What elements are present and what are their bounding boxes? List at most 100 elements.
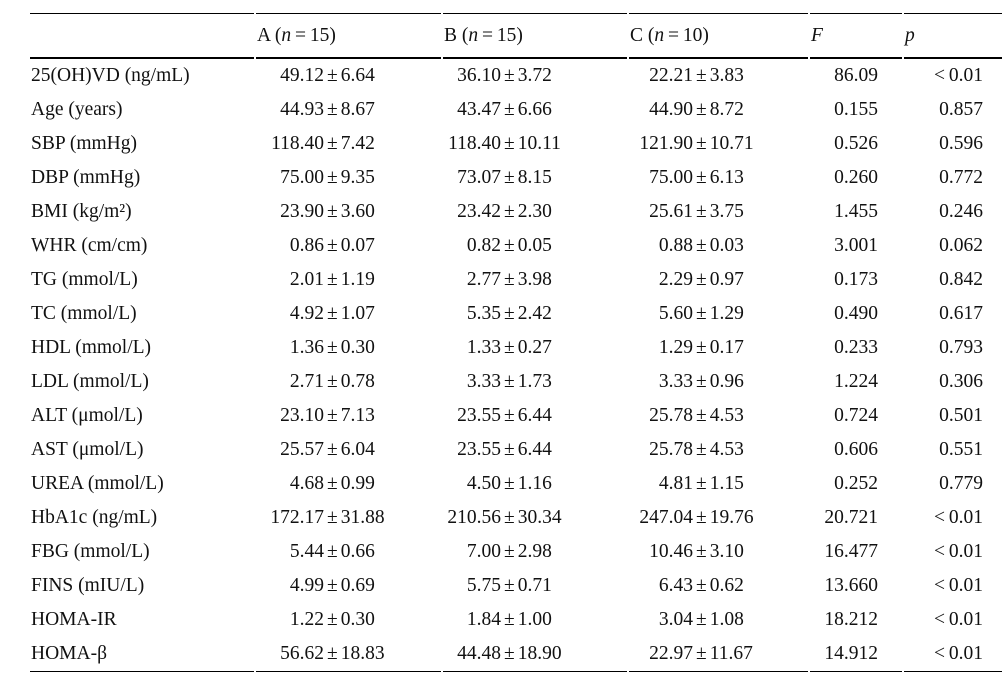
f-statistic-value: 0.155 — [834, 99, 878, 120]
group-c-value: 25.61 ±3.75 — [629, 195, 808, 229]
sd-value: 1.73 — [517, 371, 552, 392]
group-c-value: 4.81 ±1.15 — [629, 467, 808, 501]
p-value: 0.617 — [939, 303, 983, 324]
mean-value: 2.01 — [289, 269, 324, 290]
mean-value: 44.90 — [649, 99, 693, 120]
row-label: FINS (mIU/L) — [31, 575, 145, 596]
plus-minus-sign: ± — [696, 405, 707, 426]
f-statistic-value: 0.526 — [834, 133, 878, 154]
mean-value: 49.12 — [280, 65, 324, 86]
group-a-value: 49.12 ±6.64 — [256, 59, 441, 93]
plus-minus-sign: ± — [327, 337, 338, 358]
mean-value: 36.10 — [457, 65, 501, 86]
group-b-value: 0.82 ±0.05 — [443, 229, 627, 263]
table-row: HOMA-IR 1.22 ±0.30 1.84 ±1.00 3.04 ±1.08 18… — [30, 603, 1002, 637]
mean-value: 121.90 — [639, 133, 693, 154]
row-label: SBP (mmHg) — [31, 133, 138, 154]
plus-minus-sign: ± — [327, 439, 338, 460]
group-b-value: 5.75 ±0.71 — [443, 569, 627, 603]
sd-value: 0.30 — [340, 609, 375, 630]
mean-value: 1.36 — [289, 337, 324, 358]
table-row: HDL (mmol/L) 1.36 ±0.30 1.33 ±0.27 1.29 ±0.… — [30, 331, 1002, 365]
plus-minus-sign: ± — [696, 167, 707, 188]
sd-value: 10.11 — [517, 133, 561, 154]
plus-minus-sign: ± — [504, 337, 515, 358]
mean-value: 43.47 — [457, 99, 501, 120]
group-b-value: 36.10 ±3.72 — [443, 59, 627, 93]
p-value: 0.793 — [939, 337, 983, 358]
table-row: ALT (μmol/L) 23.10 ±7.13 23.55 ±6.44 25.78… — [30, 399, 1002, 433]
sd-value: 30.34 — [517, 507, 562, 528]
mean-value: 2.71 — [289, 371, 324, 392]
sd-value: 2.30 — [517, 201, 552, 222]
sd-value: 0.71 — [517, 575, 552, 596]
plus-minus-sign: ± — [327, 575, 338, 596]
group-b-value: 5.35 ±2.42 — [443, 297, 627, 331]
mean-value: 5.35 — [466, 303, 501, 324]
group-a-value: 44.93 ±8.67 — [256, 93, 441, 127]
plus-minus-sign: ± — [696, 507, 707, 528]
group-b-value: 4.50 ±1.16 — [443, 467, 627, 501]
mean-value: 172.17 — [270, 507, 324, 528]
group-b-value: 23.42 ±2.30 — [443, 195, 627, 229]
mean-value: 0.86 — [289, 235, 324, 256]
table-row: HbA1c (ng/mL) 172.17 ±31.88 210.56 ±30.34 … — [30, 501, 1002, 535]
sd-value: 8.72 — [709, 99, 744, 120]
plus-minus-sign: ± — [504, 643, 515, 664]
row-label: TC (mmol/L) — [31, 303, 137, 324]
mean-value: 22.97 — [649, 643, 693, 664]
f-statistic-value: 13.660 — [824, 575, 878, 596]
group-c-value: 121.90 ±10.71 — [629, 127, 808, 161]
group-c-value: 44.90 ±8.72 — [629, 93, 808, 127]
sd-value: 1.16 — [517, 473, 552, 494]
f-statistic-value: 20.721 — [824, 507, 878, 528]
f-statistic-value: 3.001 — [834, 235, 878, 256]
mean-value: 5.75 — [466, 575, 501, 596]
plus-minus-sign: ± — [504, 405, 515, 426]
plus-minus-sign: ± — [696, 235, 707, 256]
group-c-value: 22.21 ±3.83 — [629, 59, 808, 93]
sd-value: 10.71 — [709, 133, 754, 154]
plus-minus-sign: ± — [504, 65, 515, 86]
plus-minus-sign: ± — [504, 507, 515, 528]
table-row: TC (mmol/L) 4.92 ±1.07 5.35 ±2.42 5.60 ±1.2… — [30, 297, 1002, 331]
mean-value: 1.22 — [289, 609, 324, 630]
header-group-b: B (n = 15) — [443, 13, 627, 59]
header-group-c-pre: C ( — [630, 24, 655, 46]
sd-value: 0.05 — [517, 235, 552, 256]
header-group-a: A (n = 15) — [256, 13, 441, 59]
plus-minus-sign: ± — [327, 371, 338, 392]
header-group-a-post: = 15) — [291, 24, 336, 46]
plus-minus-sign: ± — [696, 371, 707, 392]
p-value: 0.772 — [939, 167, 983, 188]
group-c-value: 5.60 ±1.29 — [629, 297, 808, 331]
plus-minus-sign: ± — [504, 235, 515, 256]
plus-minus-sign: ± — [696, 99, 707, 120]
plus-minus-sign: ± — [696, 439, 707, 460]
plus-minus-sign: ± — [327, 303, 338, 324]
group-a-value: 23.90 ±3.60 — [256, 195, 441, 229]
f-statistic-value: 0.490 — [834, 303, 878, 324]
plus-minus-sign: ± — [327, 235, 338, 256]
sd-value: 6.64 — [340, 65, 375, 86]
header-p-label: p — [905, 24, 915, 46]
group-a-value: 23.10 ±7.13 — [256, 399, 441, 433]
header-group-a-pre: A ( — [257, 24, 282, 46]
row-label: WHR (cm/cm) — [31, 235, 148, 256]
row-label: ALT (μmol/L) — [31, 405, 143, 426]
sd-value: 6.44 — [517, 439, 552, 460]
sd-value: 6.44 — [517, 405, 552, 426]
group-a-value: 4.99 ±0.69 — [256, 569, 441, 603]
plus-minus-sign: ± — [504, 201, 515, 222]
row-label: HOMA-IR — [31, 609, 117, 630]
mean-value: 25.61 — [649, 201, 693, 222]
group-a-value: 75.00 ±9.35 — [256, 161, 441, 195]
group-c-value: 3.04 ±1.08 — [629, 603, 808, 637]
sd-value: 8.67 — [340, 99, 375, 120]
table-header-row: A (n = 15) B (n = 15) C (n = 10) F p — [30, 13, 1002, 59]
plus-minus-sign: ± — [327, 507, 338, 528]
group-b-value: 23.55 ±6.44 — [443, 399, 627, 433]
sd-value: 0.78 — [340, 371, 375, 392]
sd-value: 0.07 — [340, 235, 375, 256]
